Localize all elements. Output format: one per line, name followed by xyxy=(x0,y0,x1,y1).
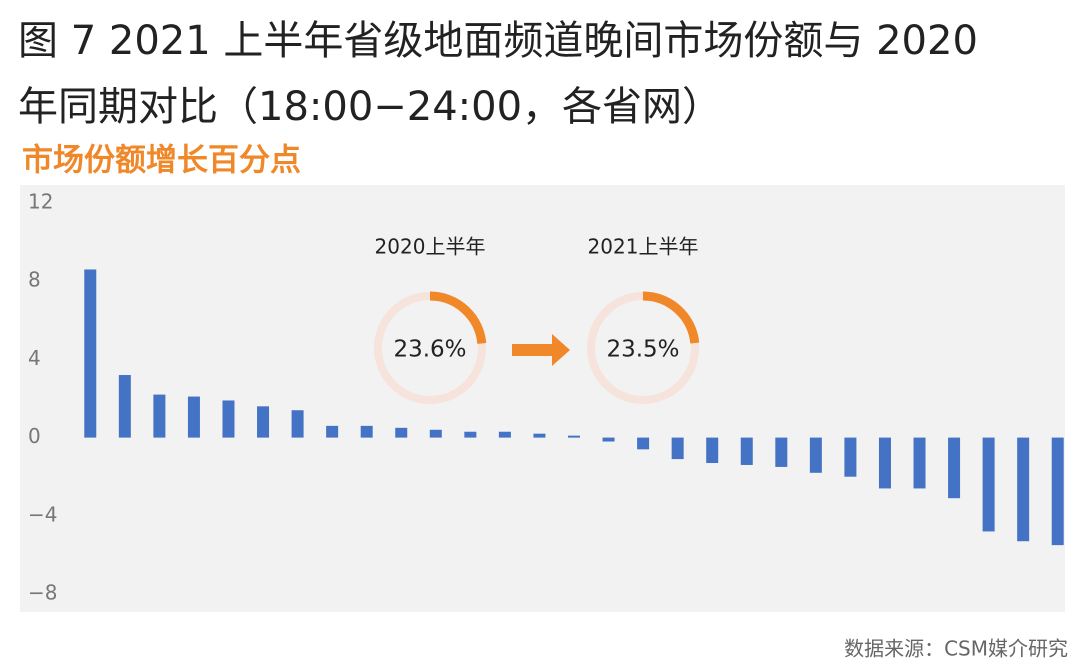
bar xyxy=(84,269,97,438)
bar xyxy=(360,425,373,438)
bar xyxy=(291,410,304,438)
bar xyxy=(775,437,788,467)
bar xyxy=(671,437,684,460)
source: 数据来源：CSM媒介研究 xyxy=(844,637,1068,661)
y-tick-label: −4 xyxy=(28,502,57,526)
bar xyxy=(637,437,650,450)
bar xyxy=(498,431,511,438)
donut-arc xyxy=(429,291,487,345)
title-line: 图 7 2021 上半年省级地面频道晚间市场份额与 2020 xyxy=(18,18,978,64)
bar xyxy=(257,406,270,438)
donut-arc xyxy=(642,291,700,344)
bar xyxy=(326,425,339,438)
donut-value: 23.6% xyxy=(393,337,466,363)
bar xyxy=(740,437,753,465)
bar xyxy=(913,437,926,489)
bar xyxy=(948,437,961,499)
bar xyxy=(153,394,166,438)
bar xyxy=(533,433,546,438)
bar xyxy=(878,437,891,489)
bar xyxy=(706,437,719,464)
bar xyxy=(1017,437,1030,542)
arrow-head xyxy=(552,334,570,366)
bar xyxy=(1051,437,1064,546)
y-tick-label: 4 xyxy=(28,346,41,370)
y-tick-label: 8 xyxy=(28,268,41,292)
bar xyxy=(809,437,822,473)
y-tick-label: 12 xyxy=(28,190,53,214)
bar xyxy=(982,437,995,532)
bar xyxy=(187,396,200,438)
plot-background xyxy=(20,185,1065,612)
donut-value: 23.5% xyxy=(606,337,679,363)
arrow xyxy=(512,344,554,356)
y-tick-label: 0 xyxy=(28,424,41,448)
donut-label: 2021上半年 xyxy=(588,235,699,259)
donut-label: 2020上半年 xyxy=(375,235,486,259)
bar xyxy=(602,437,615,442)
y-tick-label: −8 xyxy=(28,581,57,605)
bar xyxy=(568,435,580,438)
bar xyxy=(464,431,477,438)
bar xyxy=(844,437,857,477)
bar xyxy=(429,429,442,438)
bar xyxy=(395,427,408,438)
bar xyxy=(222,400,235,438)
title-line: 年同期对比（18:00−24:00，各省网） xyxy=(18,84,723,130)
bar xyxy=(118,375,131,438)
chart-subtitle: 市场份额增长百分点 xyxy=(22,143,301,179)
